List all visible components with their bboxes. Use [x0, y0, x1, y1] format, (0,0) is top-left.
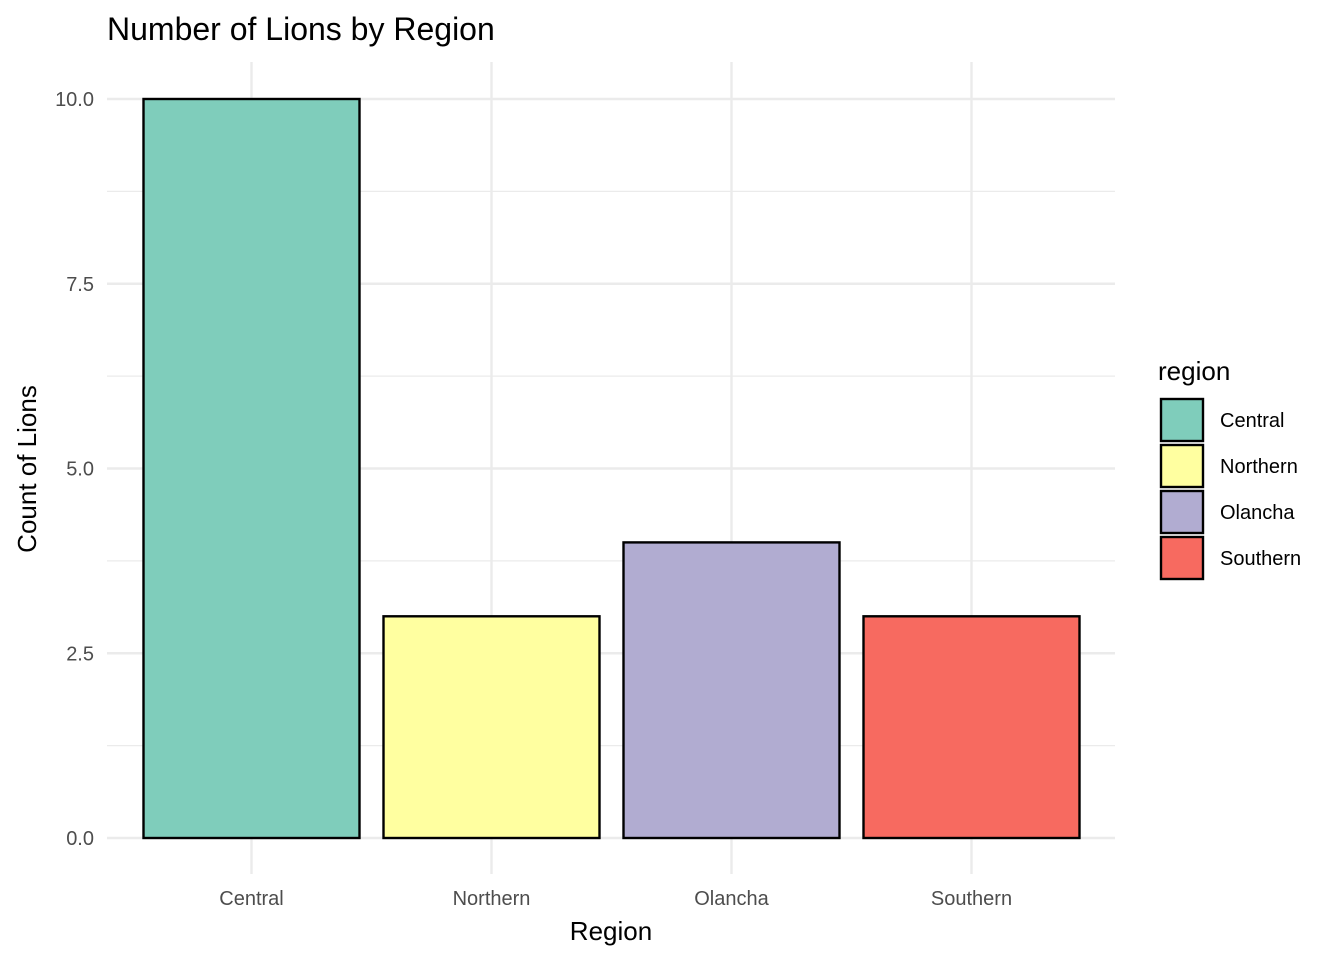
legend: region Central Northern Olancha Southern	[1158, 356, 1301, 581]
y-tick-label: 5.0	[66, 459, 94, 481]
y-tick-label: 7.5	[66, 274, 94, 296]
x-axis-ticks: Central Northern Olancha Southern	[219, 888, 1012, 910]
bar-northern	[382, 615, 601, 840]
x-tick-label: Central	[219, 888, 283, 910]
y-axis-title: Count of Lions	[12, 385, 42, 553]
bars	[142, 97, 1081, 840]
bar-central	[142, 97, 361, 840]
chart-title: Number of Lions by Region	[107, 11, 495, 47]
y-tick-label: 2.5	[66, 643, 94, 665]
legend-key-olancha	[1159, 489, 1205, 535]
legend-label: Southern	[1220, 548, 1301, 570]
y-axis-ticks: 0.0 2.5 5.0 7.5 10.0	[55, 89, 94, 850]
legend-label: Central	[1220, 410, 1284, 432]
x-tick-label: Southern	[931, 888, 1012, 910]
legend-key-northern	[1159, 443, 1205, 489]
legend-title: region	[1158, 356, 1230, 386]
legend-label: Northern	[1220, 456, 1298, 478]
x-axis-title: Region	[570, 916, 652, 946]
bar-olancha	[622, 541, 841, 840]
x-tick-label: Northern	[453, 888, 531, 910]
y-tick-label: 0.0	[66, 828, 94, 850]
x-tick-label: Olancha	[694, 888, 769, 910]
bar-southern	[862, 615, 1081, 840]
y-tick-label: 10.0	[55, 89, 94, 111]
legend-label: Olancha	[1220, 502, 1295, 524]
legend-key-southern	[1159, 535, 1205, 581]
legend-key-central	[1159, 397, 1205, 443]
